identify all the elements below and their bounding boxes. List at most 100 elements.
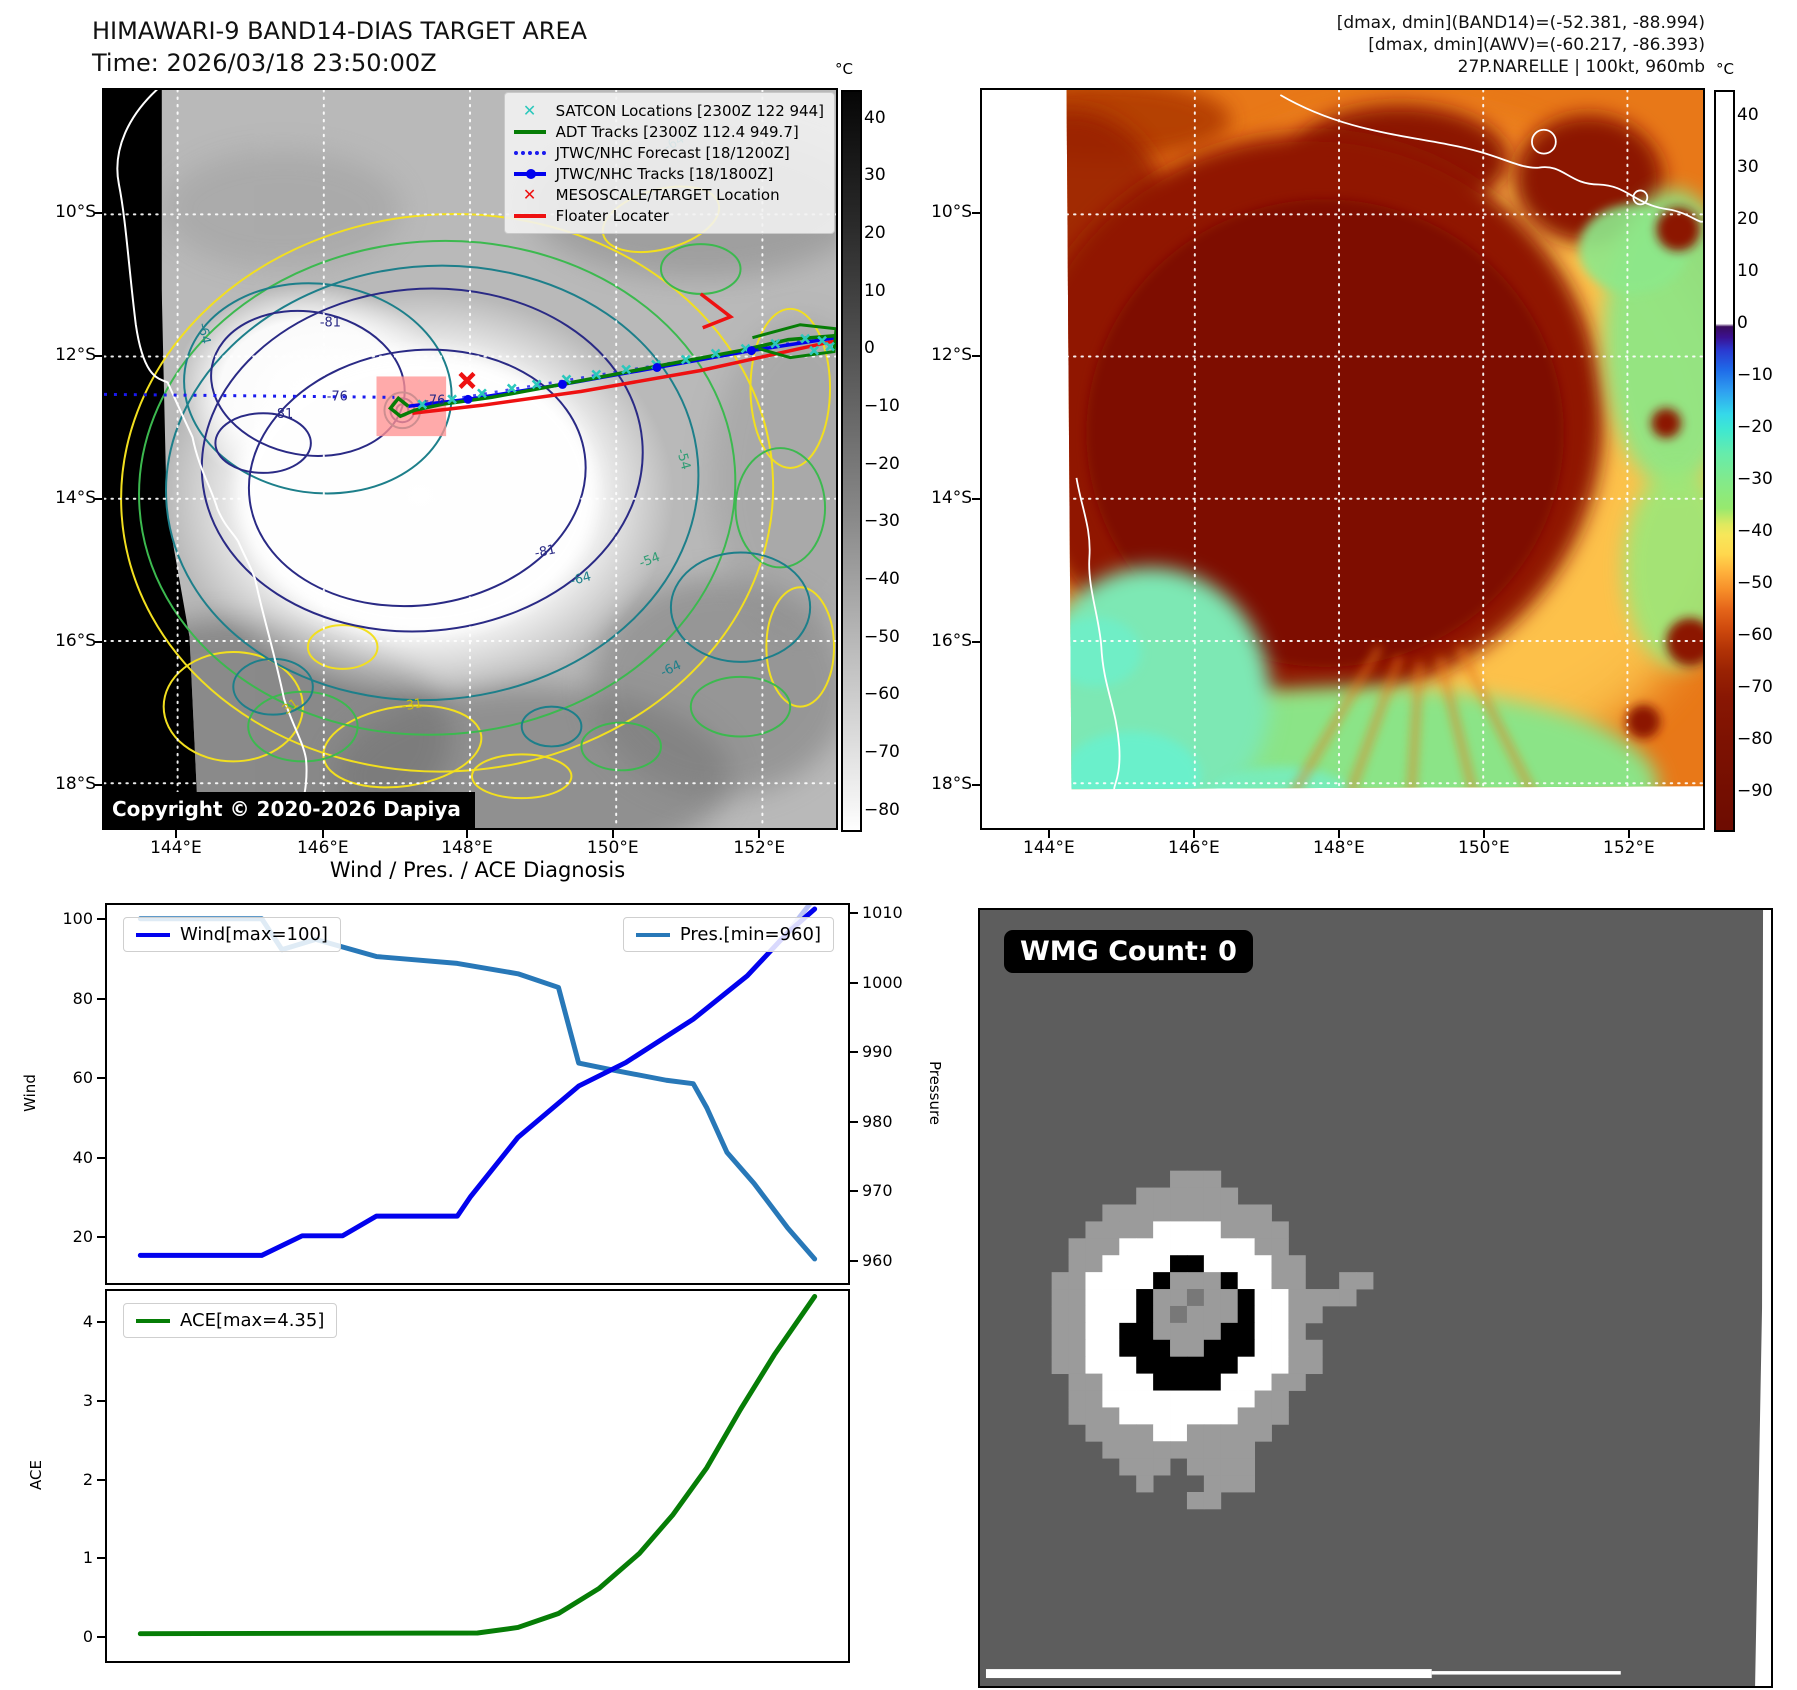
wmg-pixel bbox=[1254, 1255, 1272, 1273]
colorbar-tick-label: −70 bbox=[1737, 676, 1773, 697]
ace-plot bbox=[137, 1293, 818, 1637]
wmg-pixel bbox=[1220, 1390, 1239, 1408]
wmg-pixel bbox=[1085, 1322, 1103, 1341]
wmg-pixel bbox=[1085, 1221, 1103, 1239]
wmg-pixel bbox=[1119, 1441, 1137, 1459]
wmg-pixel bbox=[1186, 1424, 1205, 1442]
wmg-pixel bbox=[1119, 1356, 1137, 1375]
wind-tick: 60 bbox=[72, 1068, 93, 1088]
tick-mark bbox=[850, 912, 858, 915]
annotation-band14: [dmax, dmin](BAND14)=(-52.381, -88.994) bbox=[1336, 13, 1705, 33]
wmg-pixel bbox=[1051, 1289, 1069, 1307]
wmg-pixel bbox=[1305, 1305, 1323, 1324]
wmg-pixel bbox=[1136, 1305, 1154, 1324]
wmg-pixel bbox=[1051, 1272, 1069, 1290]
wmg-pixel bbox=[1186, 1339, 1205, 1358]
wmg-pixel bbox=[1254, 1356, 1272, 1375]
wmg-pixel bbox=[1186, 1305, 1205, 1324]
wmg-pixel bbox=[1136, 1272, 1154, 1290]
temperature-contours bbox=[120, 185, 836, 800]
tick-mark bbox=[758, 830, 761, 838]
legend-item: Floater Locater bbox=[513, 205, 824, 226]
wind-tick: 80 bbox=[72, 988, 93, 1008]
awv-color-map bbox=[980, 88, 1705, 830]
wmg-pixel bbox=[1237, 1441, 1256, 1459]
legend-label: SATCON Locations [2300Z 122 944] bbox=[555, 101, 824, 120]
wmg-pixel bbox=[1322, 1289, 1340, 1307]
tick-mark bbox=[972, 354, 980, 357]
wmg-pixel bbox=[1119, 1289, 1137, 1307]
wmg-pixel bbox=[1203, 1441, 1222, 1459]
pressure-tick: 1000 bbox=[862, 972, 903, 992]
wmg-pixel bbox=[1170, 1238, 1188, 1256]
wmg-pixel bbox=[1153, 1221, 1171, 1239]
wmg-pixel bbox=[1254, 1272, 1272, 1290]
line-icon bbox=[513, 129, 546, 134]
wmg-pixel bbox=[1068, 1255, 1086, 1273]
wmg-pixel bbox=[1203, 1204, 1222, 1222]
wmg-count-badge: WMG Count: 0 bbox=[1004, 930, 1253, 973]
wmg-pixel bbox=[1254, 1407, 1272, 1425]
wmg-pixel bbox=[1170, 1424, 1188, 1442]
legend-item: ✕ SATCON Locations [2300Z 122 944] bbox=[513, 100, 824, 121]
colorbar-tick-label: −90 bbox=[1737, 780, 1773, 801]
wmg-pixel bbox=[1220, 1204, 1239, 1222]
wmg-pixel bbox=[1085, 1373, 1103, 1391]
tick-mark bbox=[972, 211, 980, 214]
legend-label: JTWC/NHC Tracks [18/1800Z] bbox=[555, 164, 774, 183]
wmg-pixel bbox=[1339, 1272, 1357, 1290]
floater-arrow bbox=[699, 292, 735, 330]
tick-mark bbox=[97, 1236, 105, 1239]
wmg-pixel bbox=[1153, 1289, 1171, 1307]
swath-bottom-strip-thin bbox=[1431, 1671, 1621, 1675]
pressure-line-swatch bbox=[635, 932, 670, 937]
wmg-pixel bbox=[1051, 1322, 1069, 1341]
wmg-pixel bbox=[1237, 1221, 1256, 1239]
wmg-pixel bbox=[1220, 1339, 1239, 1358]
tick-mark bbox=[1337, 830, 1340, 838]
colorbar-tick-label: −20 bbox=[864, 453, 900, 474]
wmg-pixel bbox=[1136, 1458, 1154, 1476]
wmg-pixel bbox=[1136, 1238, 1154, 1256]
tick-mark bbox=[94, 641, 102, 644]
tick-mark bbox=[850, 981, 858, 984]
wmg-pixel bbox=[1153, 1305, 1171, 1324]
legend-marker bbox=[513, 168, 547, 179]
colorbar-tick-label: −80 bbox=[864, 799, 900, 820]
colorbar-tick-label: −20 bbox=[1737, 416, 1773, 437]
colorbar-tick-label: 40 bbox=[1737, 104, 1759, 125]
wmg-pixel bbox=[1288, 1339, 1306, 1358]
wmg-pixel bbox=[1237, 1475, 1256, 1493]
lat-tick-label: 14°S bbox=[55, 488, 96, 509]
wmg-pixel bbox=[1102, 1407, 1120, 1425]
wmg-pixel bbox=[1153, 1272, 1171, 1290]
satcon-x-marker bbox=[477, 388, 487, 399]
tick-mark bbox=[850, 1190, 858, 1193]
wmg-pixel bbox=[1271, 1407, 1289, 1425]
wmg-pixel bbox=[1254, 1373, 1272, 1391]
wmg-pixel bbox=[1203, 1289, 1222, 1307]
wmg-pixel bbox=[1220, 1407, 1239, 1425]
wmg-pixel bbox=[1085, 1424, 1103, 1442]
awv-map-graphic bbox=[1049, 90, 1703, 790]
pressure-legend-label: Pres.[min=960] bbox=[679, 924, 821, 945]
colorbar-tick-label: 0 bbox=[864, 338, 875, 359]
left-map-lat-labels: 10°S 12°S 14°S 16°S 18°S bbox=[34, 88, 96, 830]
series-Pres.[min=960] bbox=[137, 916, 818, 1262]
wmg-pixel bbox=[1153, 1441, 1171, 1459]
line-icon bbox=[513, 213, 546, 218]
wmg-pixel bbox=[1271, 1221, 1289, 1239]
wmg-pixel bbox=[1136, 1475, 1154, 1493]
annotation-storm: 27P.NARELLE | 100kt, 960mb bbox=[1457, 57, 1705, 78]
wmg-pixel bbox=[1102, 1289, 1120, 1307]
wmg-pixel bbox=[1153, 1458, 1171, 1476]
colorbar-tick-label: −10 bbox=[1737, 364, 1773, 385]
satcon-x-marker bbox=[809, 345, 820, 356]
pressure-axis-label: Pressure bbox=[926, 1060, 944, 1126]
lon-tick-label: 144°E bbox=[1023, 838, 1075, 858]
tick-mark bbox=[97, 1321, 105, 1324]
satcon-x-marker bbox=[447, 394, 457, 405]
wmg-pixel bbox=[1068, 1373, 1086, 1391]
chart-title: Wind / Pres. / ACE Diagnosis bbox=[329, 858, 626, 882]
wmg-pixel bbox=[1136, 1407, 1154, 1425]
